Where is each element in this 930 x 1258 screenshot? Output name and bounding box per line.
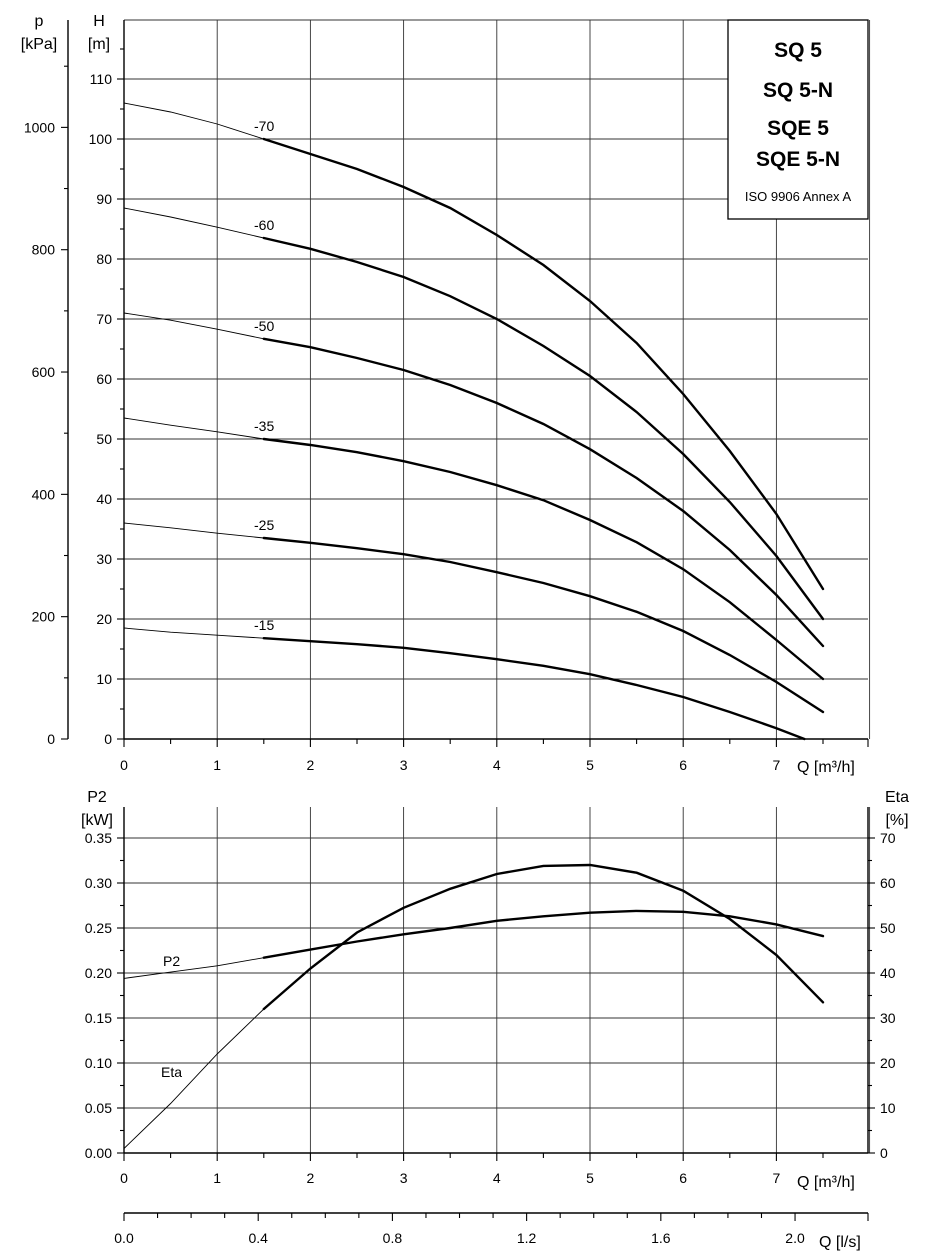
pressure-axis-unit: [kPa]	[21, 36, 57, 53]
model-legend-box	[727, 19, 869, 220]
head-tick-label-30: 30	[96, 551, 112, 567]
p2-tick-label-2: 0.10	[85, 1055, 112, 1071]
p2-tick-label-6: 0.30	[85, 875, 112, 891]
p2-curve-label: P2	[163, 953, 180, 969]
pressure-tick-label-600: 600	[32, 364, 56, 380]
ls-tick-label-0.8: 0.8	[383, 1230, 403, 1246]
bottom-curve-Eta	[262, 863, 825, 1011]
model-legend-line-0: SQ 5	[774, 39, 822, 62]
top-x-tick-label-2: 2	[307, 757, 315, 773]
bottom-x-tick-label-2: 2	[307, 1170, 315, 1186]
p2-tick-label-5: 0.25	[85, 920, 112, 936]
head-curve-thin--50	[123, 312, 264, 340]
top-x-axis-label: Q [m³/h]	[797, 759, 855, 776]
head-tick-label-10: 10	[96, 671, 112, 687]
head-curve-label--50: -50	[254, 318, 274, 334]
head-curve-thin--15	[123, 627, 264, 639]
p2-tick-label-7: 0.35	[85, 830, 112, 846]
top-x-tick-label-4: 4	[493, 757, 501, 773]
head-tick-label-100: 100	[89, 131, 113, 147]
pressure-tick-label-800: 800	[32, 242, 56, 258]
bottom-x-tick-label-0: 0	[120, 1170, 128, 1186]
ls-tick-label-2.0: 2.0	[785, 1230, 805, 1246]
head-curve--15	[262, 637, 806, 741]
p2-tick-label-0: 0.00	[85, 1145, 112, 1161]
ls-tick-label-1.2: 1.2	[517, 1230, 537, 1246]
eta-curve-label: Eta	[161, 1064, 182, 1080]
eta-tick-label-60: 60	[880, 875, 896, 891]
top-x-tick-label-6: 6	[679, 757, 687, 773]
head-tick-label-80: 80	[96, 251, 112, 267]
bottom-x-tick-label-7: 7	[773, 1170, 781, 1186]
p2-tick-label-4: 0.20	[85, 965, 112, 981]
head-curve--50	[262, 337, 825, 648]
bottom-curve-P2	[262, 909, 825, 959]
pressure-tick-label-1000: 1000	[24, 119, 55, 135]
head-axis-unit: [m]	[88, 36, 110, 53]
bottom-x-tick-label-5: 5	[586, 1170, 594, 1186]
p2-axis-title: P2	[87, 789, 107, 806]
pressure-tick-label-0: 0	[47, 731, 55, 747]
head-curve--60	[262, 236, 825, 621]
ls-tick-label-0.0: 0.0	[114, 1230, 134, 1246]
top-x-tick-label-3: 3	[400, 757, 408, 773]
bottom-curve-thin-P2	[123, 957, 264, 979]
eta-tick-label-30: 30	[880, 1010, 896, 1026]
head-curve-label--60: -60	[254, 217, 274, 233]
head-tick-label-0: 0	[104, 731, 112, 747]
eta-tick-label-70: 70	[880, 830, 896, 846]
head-curve--25	[262, 536, 825, 714]
head-curve-label--35: -35	[254, 418, 274, 434]
head-curve-thin--60	[123, 207, 264, 239]
pressure-axis-title: p	[35, 13, 44, 30]
eta-tick-label-50: 50	[880, 920, 896, 936]
eta-tick-label-10: 10	[880, 1100, 896, 1116]
eta-tick-label-20: 20	[880, 1055, 896, 1071]
head-curve-label--70: -70	[254, 118, 274, 134]
ls-tick-label-0.4: 0.4	[248, 1230, 268, 1246]
head-curve-label--25: -25	[254, 517, 274, 533]
top-x-tick-label-5: 5	[586, 757, 594, 773]
p2-axis-unit: [kW]	[81, 812, 113, 829]
ls-tick-label-1.6: 1.6	[651, 1230, 671, 1246]
head-curve--70	[262, 137, 825, 591]
model-legend-line-3: SQE 5-N	[756, 148, 840, 171]
eta-tick-label-40: 40	[880, 965, 896, 981]
head-curve-thin--35	[123, 417, 264, 440]
p2-tick-label-1: 0.05	[85, 1100, 112, 1116]
head-tick-label-20: 20	[96, 611, 112, 627]
head-curve-thin--70	[123, 102, 264, 140]
head-curve-label--15: -15	[254, 617, 274, 633]
head-curve--35	[262, 437, 825, 681]
top-x-tick-label-7: 7	[773, 757, 781, 773]
head-tick-label-60: 60	[96, 371, 112, 387]
bottom-x-tick-label-3: 3	[400, 1170, 408, 1186]
head-axis-title: H	[93, 13, 105, 30]
head-tick-label-110: 110	[90, 71, 113, 87]
bottom-x-tick-label-6: 6	[679, 1170, 687, 1186]
head-tick-label-40: 40	[96, 491, 112, 507]
bottom-x-tick-label-1: 1	[213, 1170, 221, 1186]
pressure-tick-label-200: 200	[32, 609, 56, 625]
bottom-x-tick-label-4: 4	[493, 1170, 501, 1186]
bottom-curve-thin-Eta	[123, 1008, 265, 1149]
head-tick-label-70: 70	[96, 311, 112, 327]
head-tick-label-50: 50	[96, 431, 112, 447]
model-legend-line-2: SQE 5	[767, 117, 829, 140]
top-x-tick-label-1: 1	[213, 757, 221, 773]
eta-axis-unit: [%]	[885, 812, 908, 829]
p2-tick-label-3: 0.15	[85, 1010, 112, 1026]
model-legend-standard: ISO 9906 Annex A	[745, 189, 852, 204]
eta-tick-label-0: 0	[880, 1145, 888, 1161]
ls-axis-label: Q [l/s]	[819, 1234, 861, 1251]
head-tick-label-90: 90	[96, 191, 112, 207]
head-curve-thin--25	[123, 522, 264, 539]
bottom-x-axis-label: Q [m³/h]	[797, 1174, 855, 1191]
model-legend-line-1: SQ 5-N	[763, 79, 833, 102]
pressure-tick-label-400: 400	[32, 486, 56, 502]
eta-axis-title: Eta	[885, 789, 909, 806]
top-x-tick-label-0: 0	[120, 757, 128, 773]
